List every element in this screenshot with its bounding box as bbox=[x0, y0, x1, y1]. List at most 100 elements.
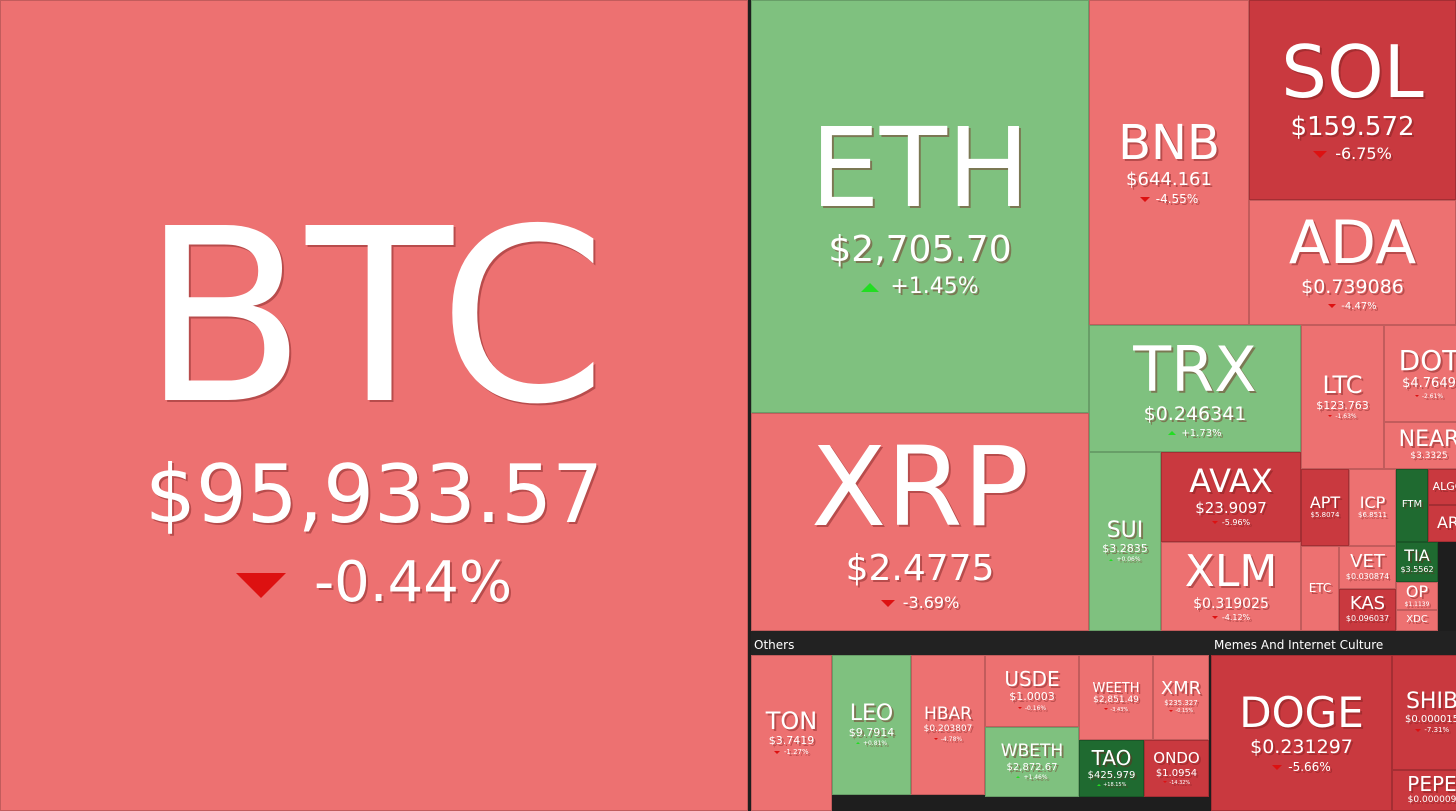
change-arrow bbox=[1328, 415, 1333, 418]
price: $2,705.70 bbox=[828, 228, 1012, 270]
tile: FTM bbox=[1396, 469, 1428, 542]
tile: SHIB $0.000015 -7.31% bbox=[1392, 655, 1456, 770]
change-arrow bbox=[1017, 707, 1022, 710]
symbol: WBETH bbox=[1000, 740, 1064, 761]
price: $1.0003 bbox=[1009, 690, 1055, 704]
change: -3.43% bbox=[1110, 706, 1129, 713]
change: +1.46% bbox=[1023, 773, 1048, 781]
symbol: ONDO bbox=[1153, 748, 1200, 767]
tile: TIA $3.5562 bbox=[1396, 542, 1438, 582]
price: $235.327 bbox=[1164, 699, 1198, 708]
price: $6.8511 bbox=[1358, 511, 1387, 520]
change: -5.96% bbox=[1221, 518, 1251, 528]
change-arrow bbox=[1096, 783, 1101, 786]
tile: VET $0.030874 bbox=[1339, 546, 1396, 589]
tile: TRX $0.246341 +1.73% bbox=[1089, 325, 1301, 452]
tile: BTC $95,933.57 -0.44% bbox=[0, 0, 748, 811]
change-arrow bbox=[855, 742, 860, 745]
symbol: OP bbox=[1405, 582, 1429, 601]
symbol: LEO bbox=[849, 701, 894, 727]
tile: ALGO bbox=[1428, 469, 1456, 505]
change: +1.45% bbox=[890, 274, 979, 300]
change-row: -0.16% bbox=[1017, 705, 1046, 713]
tile: ETC bbox=[1301, 546, 1339, 631]
price: $123.763 bbox=[1316, 398, 1369, 412]
symbol: BTC bbox=[141, 177, 607, 458]
symbol: TRX bbox=[1133, 333, 1257, 407]
change-row: +1.73% bbox=[1168, 427, 1222, 440]
symbol: SOL bbox=[1281, 29, 1424, 114]
group-label: Memes And Internet Culture bbox=[1211, 631, 1456, 655]
change-arrow bbox=[1211, 521, 1218, 525]
tile: USDE $1.0003 -0.16% bbox=[985, 655, 1079, 727]
change-arrow bbox=[861, 282, 880, 292]
symbol: BNB bbox=[1118, 114, 1220, 171]
change: -4.47% bbox=[1341, 300, 1377, 312]
change-row: -5.96% bbox=[1211, 518, 1251, 528]
change-arrow bbox=[1313, 151, 1328, 159]
change: -6.75% bbox=[1335, 144, 1392, 164]
symbol: DOT bbox=[1398, 344, 1456, 378]
change: +0.81% bbox=[862, 739, 888, 747]
change: +18.15% bbox=[1103, 782, 1127, 789]
price: $0.739086 bbox=[1301, 276, 1404, 299]
price: $95,933.57 bbox=[144, 448, 604, 542]
price: $0.246341 bbox=[1143, 403, 1247, 426]
change-row: +18.15% bbox=[1096, 782, 1127, 789]
price: $0.203807 bbox=[923, 724, 973, 735]
symbol: ICP bbox=[1359, 492, 1386, 512]
price: $159.572 bbox=[1290, 111, 1415, 142]
price: $3.3325 bbox=[1410, 451, 1448, 462]
change-row: +0.06% bbox=[1109, 556, 1141, 564]
change-row: -3.43% bbox=[1103, 706, 1129, 714]
change: -4.78% bbox=[940, 735, 963, 743]
symbol: VET bbox=[1350, 550, 1385, 572]
symbol: XLM bbox=[1184, 546, 1278, 598]
price: $644.161 bbox=[1126, 169, 1212, 191]
symbol: TAO bbox=[1091, 746, 1132, 771]
tile: ETH $2,705.70 +1.45% bbox=[751, 0, 1089, 413]
symbol: WEETH bbox=[1092, 680, 1140, 696]
change-row: -4.47% bbox=[1328, 300, 1377, 313]
tile: LTC $123.763 -1.63% bbox=[1301, 325, 1384, 469]
change-arrow bbox=[235, 573, 286, 599]
tile: WEETH $2,851.49 -3.43% bbox=[1079, 655, 1153, 740]
change: -3.69% bbox=[902, 592, 960, 612]
symbol: ADA bbox=[1288, 208, 1417, 279]
symbol: USDE bbox=[1004, 667, 1060, 692]
symbol: ETH bbox=[810, 104, 1030, 233]
tile: BNB $644.161 -4.55% bbox=[1089, 0, 1249, 325]
change-arrow bbox=[880, 599, 895, 607]
symbol: PEPE bbox=[1407, 772, 1456, 797]
symbol: ALGO bbox=[1432, 480, 1456, 494]
symbol: TIA bbox=[1404, 546, 1430, 566]
tile: HBAR $0.203807 -4.78% bbox=[911, 655, 985, 795]
change-arrow bbox=[774, 750, 781, 754]
tile: DOT $4.7649 -2.61% bbox=[1384, 325, 1456, 422]
symbol: LTC bbox=[1322, 371, 1363, 400]
change-row: -2.61% bbox=[1414, 393, 1443, 401]
price: $9.7914 bbox=[848, 725, 895, 739]
price: $3.5562 bbox=[1400, 565, 1434, 575]
price: $4.7649 bbox=[1402, 375, 1456, 391]
change-arrow bbox=[1168, 430, 1177, 435]
symbol: XMR bbox=[1160, 678, 1202, 700]
tile: NEAR $3.3325 bbox=[1384, 422, 1456, 469]
symbol: SUI bbox=[1106, 517, 1144, 543]
symbol: ETC bbox=[1308, 581, 1332, 596]
change-row: -4.78% bbox=[933, 735, 963, 744]
symbol: FTM bbox=[1401, 499, 1423, 511]
price: $3.2835 bbox=[1102, 542, 1148, 555]
change: -5.66% bbox=[1288, 759, 1331, 774]
change: -0.15% bbox=[1175, 708, 1194, 715]
tile: KAS $0.096037 bbox=[1339, 589, 1396, 631]
change-row: +1.46% bbox=[1016, 773, 1048, 782]
change: +1.73% bbox=[1181, 427, 1222, 439]
change-arrow bbox=[933, 738, 938, 741]
change-arrow bbox=[1109, 558, 1114, 561]
change-arrow bbox=[1272, 764, 1283, 770]
symbol: XDC bbox=[1406, 614, 1428, 626]
symbol: APT bbox=[1309, 492, 1341, 512]
symbol: KAS bbox=[1349, 593, 1386, 615]
